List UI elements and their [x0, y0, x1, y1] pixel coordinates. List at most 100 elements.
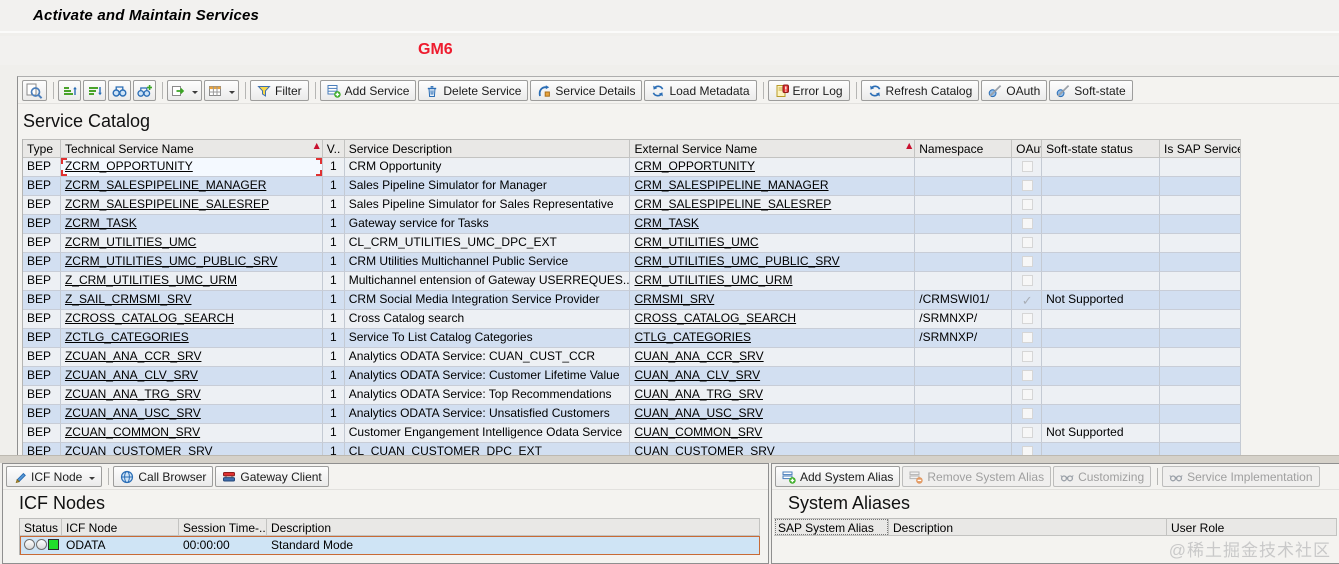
- soft-state-button[interactable]: Soft-state: [1049, 80, 1133, 101]
- table-row[interactable]: BEP Z_CRM_UTILITIES_UMC_URM 1 Multichann…: [23, 272, 1241, 291]
- sort-descending-button[interactable]: [83, 80, 106, 101]
- icf-node-row[interactable]: ODATA 00:00:00 Standard Mode: [20, 536, 760, 555]
- table-row[interactable]: BEP ZCUAN_COMMON_SRV 1 Customer Engangem…: [23, 424, 1241, 443]
- service-implementation-button[interactable]: Service Implementation: [1162, 466, 1320, 487]
- technical-service-link[interactable]: ZCROSS_CATALOG_SEARCH: [64, 311, 234, 325]
- technical-service-link[interactable]: ZCUAN_ANA_USC_SRV: [64, 406, 201, 420]
- horizontal-splitter[interactable]: [0, 455, 1339, 463]
- table-row[interactable]: BEP ZCRM_UTILITIES_UMC_PUBLIC_SRV 1 CRM …: [23, 253, 1241, 272]
- refresh-catalog-button[interactable]: Refresh Catalog: [860, 80, 980, 101]
- technical-service-link[interactable]: ZCRM_UTILITIES_UMC_PUBLIC_SRV: [64, 254, 278, 268]
- add-system-alias-button[interactable]: Add System Alias: [775, 466, 901, 487]
- external-service-link[interactable]: CUAN_ANA_CLV_SRV: [634, 368, 761, 382]
- technical-service-link[interactable]: ZCUAN_ANA_TRG_SRV: [64, 387, 201, 401]
- column-header-user-role[interactable]: User Role: [1167, 518, 1337, 536]
- table-row[interactable]: BEP ZCUAN_CUSTOMER_SRV 1 CL_CUAN_CUSTOME…: [23, 443, 1241, 457]
- layout-button[interactable]: [204, 80, 239, 101]
- external-service-link[interactable]: CRM_UTILITIES_UMC_PUBLIC_SRV: [634, 254, 840, 268]
- column-header-session-time[interactable]: Session Time-...: [179, 518, 267, 536]
- technical-service-link[interactable]: ZCUAN_CUSTOMER_SRV: [64, 444, 213, 457]
- oauth-checkbox[interactable]: [1021, 256, 1033, 267]
- table-row[interactable]: BEP ZCRM_OPPORTUNITY 1 CRM Opportunity C…: [23, 158, 1241, 177]
- oauth-checkbox[interactable]: [1021, 199, 1033, 210]
- column-header-sap-system-alias[interactable]: SAP System Alias: [774, 518, 889, 536]
- icf-node-button[interactable]: ICF Node: [6, 466, 103, 487]
- external-service-link[interactable]: CUAN_ANA_USC_SRV: [634, 406, 763, 420]
- export-button[interactable]: [167, 80, 202, 101]
- table-row[interactable]: BEP Z_SAIL_CRMSMI_SRV 1 CRM Social Media…: [23, 291, 1241, 310]
- details-button[interactable]: [22, 80, 47, 101]
- technical-service-link[interactable]: ZCRM_SALESPIPELINE_SALESREP: [64, 197, 270, 211]
- external-service-link[interactable]: CRM_SALESPIPELINE_MANAGER: [634, 178, 829, 192]
- find-button[interactable]: [108, 80, 131, 101]
- oauth-checkbox[interactable]: [1021, 313, 1033, 324]
- external-service-link[interactable]: CUAN_ANA_CCR_SRV: [634, 349, 764, 363]
- external-service-link[interactable]: CRM_UTILITIES_UMC_URM: [634, 273, 793, 287]
- external-service-link[interactable]: CRMSMI_SRV: [634, 292, 715, 306]
- oauth-checkbox[interactable]: [1021, 370, 1033, 381]
- external-service-link[interactable]: CRM_UTILITIES_UMC: [634, 235, 759, 249]
- technical-service-link[interactable]: ZCRM_UTILITIES_UMC: [64, 235, 197, 249]
- external-service-link[interactable]: CTLG_CATEGORIES: [634, 330, 751, 344]
- external-service-link[interactable]: CUAN_ANA_TRG_SRV: [634, 387, 763, 401]
- technical-service-link[interactable]: ZCTLG_CATEGORIES: [64, 330, 189, 344]
- find-next-button[interactable]: [133, 80, 156, 101]
- column-header-status[interactable]: Status: [20, 518, 62, 536]
- table-row[interactable]: BEP ZCTLG_CATEGORIES 1 Service To List C…: [23, 329, 1241, 348]
- technical-service-link[interactable]: ZCRM_SALESPIPELINE_MANAGER: [64, 178, 267, 192]
- oauth-checkbox[interactable]: [1021, 389, 1033, 400]
- column-header-oauth[interactable]: OAut..: [1012, 140, 1043, 158]
- oauth-checkbox[interactable]: [1021, 237, 1033, 248]
- technical-service-link[interactable]: ZCUAN_ANA_CCR_SRV: [64, 349, 202, 363]
- oauth-checkbox[interactable]: [1022, 294, 1033, 305]
- external-service-link[interactable]: CRM_SALESPIPELINE_SALESREP: [634, 197, 832, 211]
- filter-button[interactable]: Filter: [250, 80, 309, 101]
- table-row[interactable]: BEP ZCRM_SALESPIPELINE_SALESREP 1 Sales …: [23, 196, 1241, 215]
- table-row[interactable]: BEP ZCUAN_ANA_TRG_SRV 1 Analytics ODATA …: [23, 386, 1241, 405]
- technical-service-link[interactable]: ZCUAN_ANA_CLV_SRV: [64, 368, 198, 382]
- column-header-soft-state[interactable]: Soft-state status: [1042, 140, 1161, 158]
- table-row[interactable]: BEP ZCRM_UTILITIES_UMC 1 CL_CRM_UTILITIE…: [23, 234, 1241, 253]
- table-row[interactable]: BEP ZCROSS_CATALOG_SEARCH 1 Cross Catalo…: [23, 310, 1241, 329]
- column-header-alias-description[interactable]: Description: [889, 518, 1167, 536]
- technical-service-link[interactable]: ZCUAN_COMMON_SRV: [64, 425, 201, 439]
- oauth-checkbox[interactable]: [1021, 161, 1033, 172]
- technical-service-link[interactable]: ZCRM_TASK: [64, 216, 137, 230]
- service-details-button[interactable]: Service Details: [530, 80, 643, 101]
- column-header-namespace[interactable]: Namespace: [915, 140, 1013, 158]
- call-browser-button[interactable]: Call Browser: [113, 466, 214, 487]
- error-log-button[interactable]: Error Log: [767, 80, 850, 101]
- table-row[interactable]: BEP ZCUAN_ANA_CLV_SRV 1 Analytics ODATA …: [23, 367, 1241, 386]
- oauth-checkbox[interactable]: [1021, 427, 1033, 438]
- external-service-link[interactable]: CROSS_CATALOG_SEARCH: [634, 311, 797, 325]
- technical-service-link[interactable]: ZCRM_OPPORTUNITY: [64, 159, 193, 173]
- remove-system-alias-button[interactable]: Remove System Alias: [902, 466, 1052, 487]
- table-row[interactable]: BEP ZCRM_TASK 1 Gateway service for Task…: [23, 215, 1241, 234]
- column-header-description[interactable]: Service Description: [344, 140, 631, 158]
- column-header-external-name[interactable]: External Service Name ▲: [630, 140, 916, 158]
- column-header-technical-name[interactable]: Technical Service Name ▲: [60, 140, 323, 158]
- column-header-type[interactable]: Type: [23, 140, 61, 158]
- column-header-version[interactable]: V..: [322, 140, 345, 158]
- oauth-checkbox[interactable]: [1021, 332, 1033, 343]
- oauth-checkbox[interactable]: [1021, 351, 1033, 362]
- column-header-is-sap[interactable]: Is SAP Service: [1160, 140, 1241, 158]
- add-service-button[interactable]: Add Service: [319, 80, 417, 101]
- column-header-icf-node[interactable]: ICF Node: [62, 518, 179, 536]
- external-service-link[interactable]: CUAN_CUSTOMER_SRV: [634, 444, 775, 457]
- technical-service-link[interactable]: Z_SAIL_CRMSMI_SRV: [64, 292, 192, 306]
- load-metadata-button[interactable]: Load Metadata: [644, 80, 757, 101]
- oauth-checkbox[interactable]: [1021, 275, 1033, 286]
- table-row[interactable]: BEP ZCUAN_ANA_USC_SRV 1 Analytics ODATA …: [23, 405, 1241, 424]
- technical-service-link[interactable]: Z_CRM_UTILITIES_UMC_URM: [64, 273, 237, 287]
- external-service-link[interactable]: CUAN_COMMON_SRV: [634, 425, 763, 439]
- oauth-button[interactable]: OAuth: [981, 80, 1048, 101]
- oauth-checkbox[interactable]: [1021, 180, 1033, 191]
- table-row[interactable]: BEP ZCRM_SALESPIPELINE_MANAGER 1 Sales P…: [23, 177, 1241, 196]
- external-service-link[interactable]: CRM_OPPORTUNITY: [634, 159, 755, 173]
- external-service-link[interactable]: CRM_TASK: [634, 216, 699, 230]
- oauth-checkbox[interactable]: [1021, 218, 1033, 229]
- gateway-client-button[interactable]: Gateway Client: [215, 466, 329, 487]
- customizing-button[interactable]: Customizing: [1053, 466, 1152, 487]
- table-row[interactable]: BEP ZCUAN_ANA_CCR_SRV 1 Analytics ODATA …: [23, 348, 1241, 367]
